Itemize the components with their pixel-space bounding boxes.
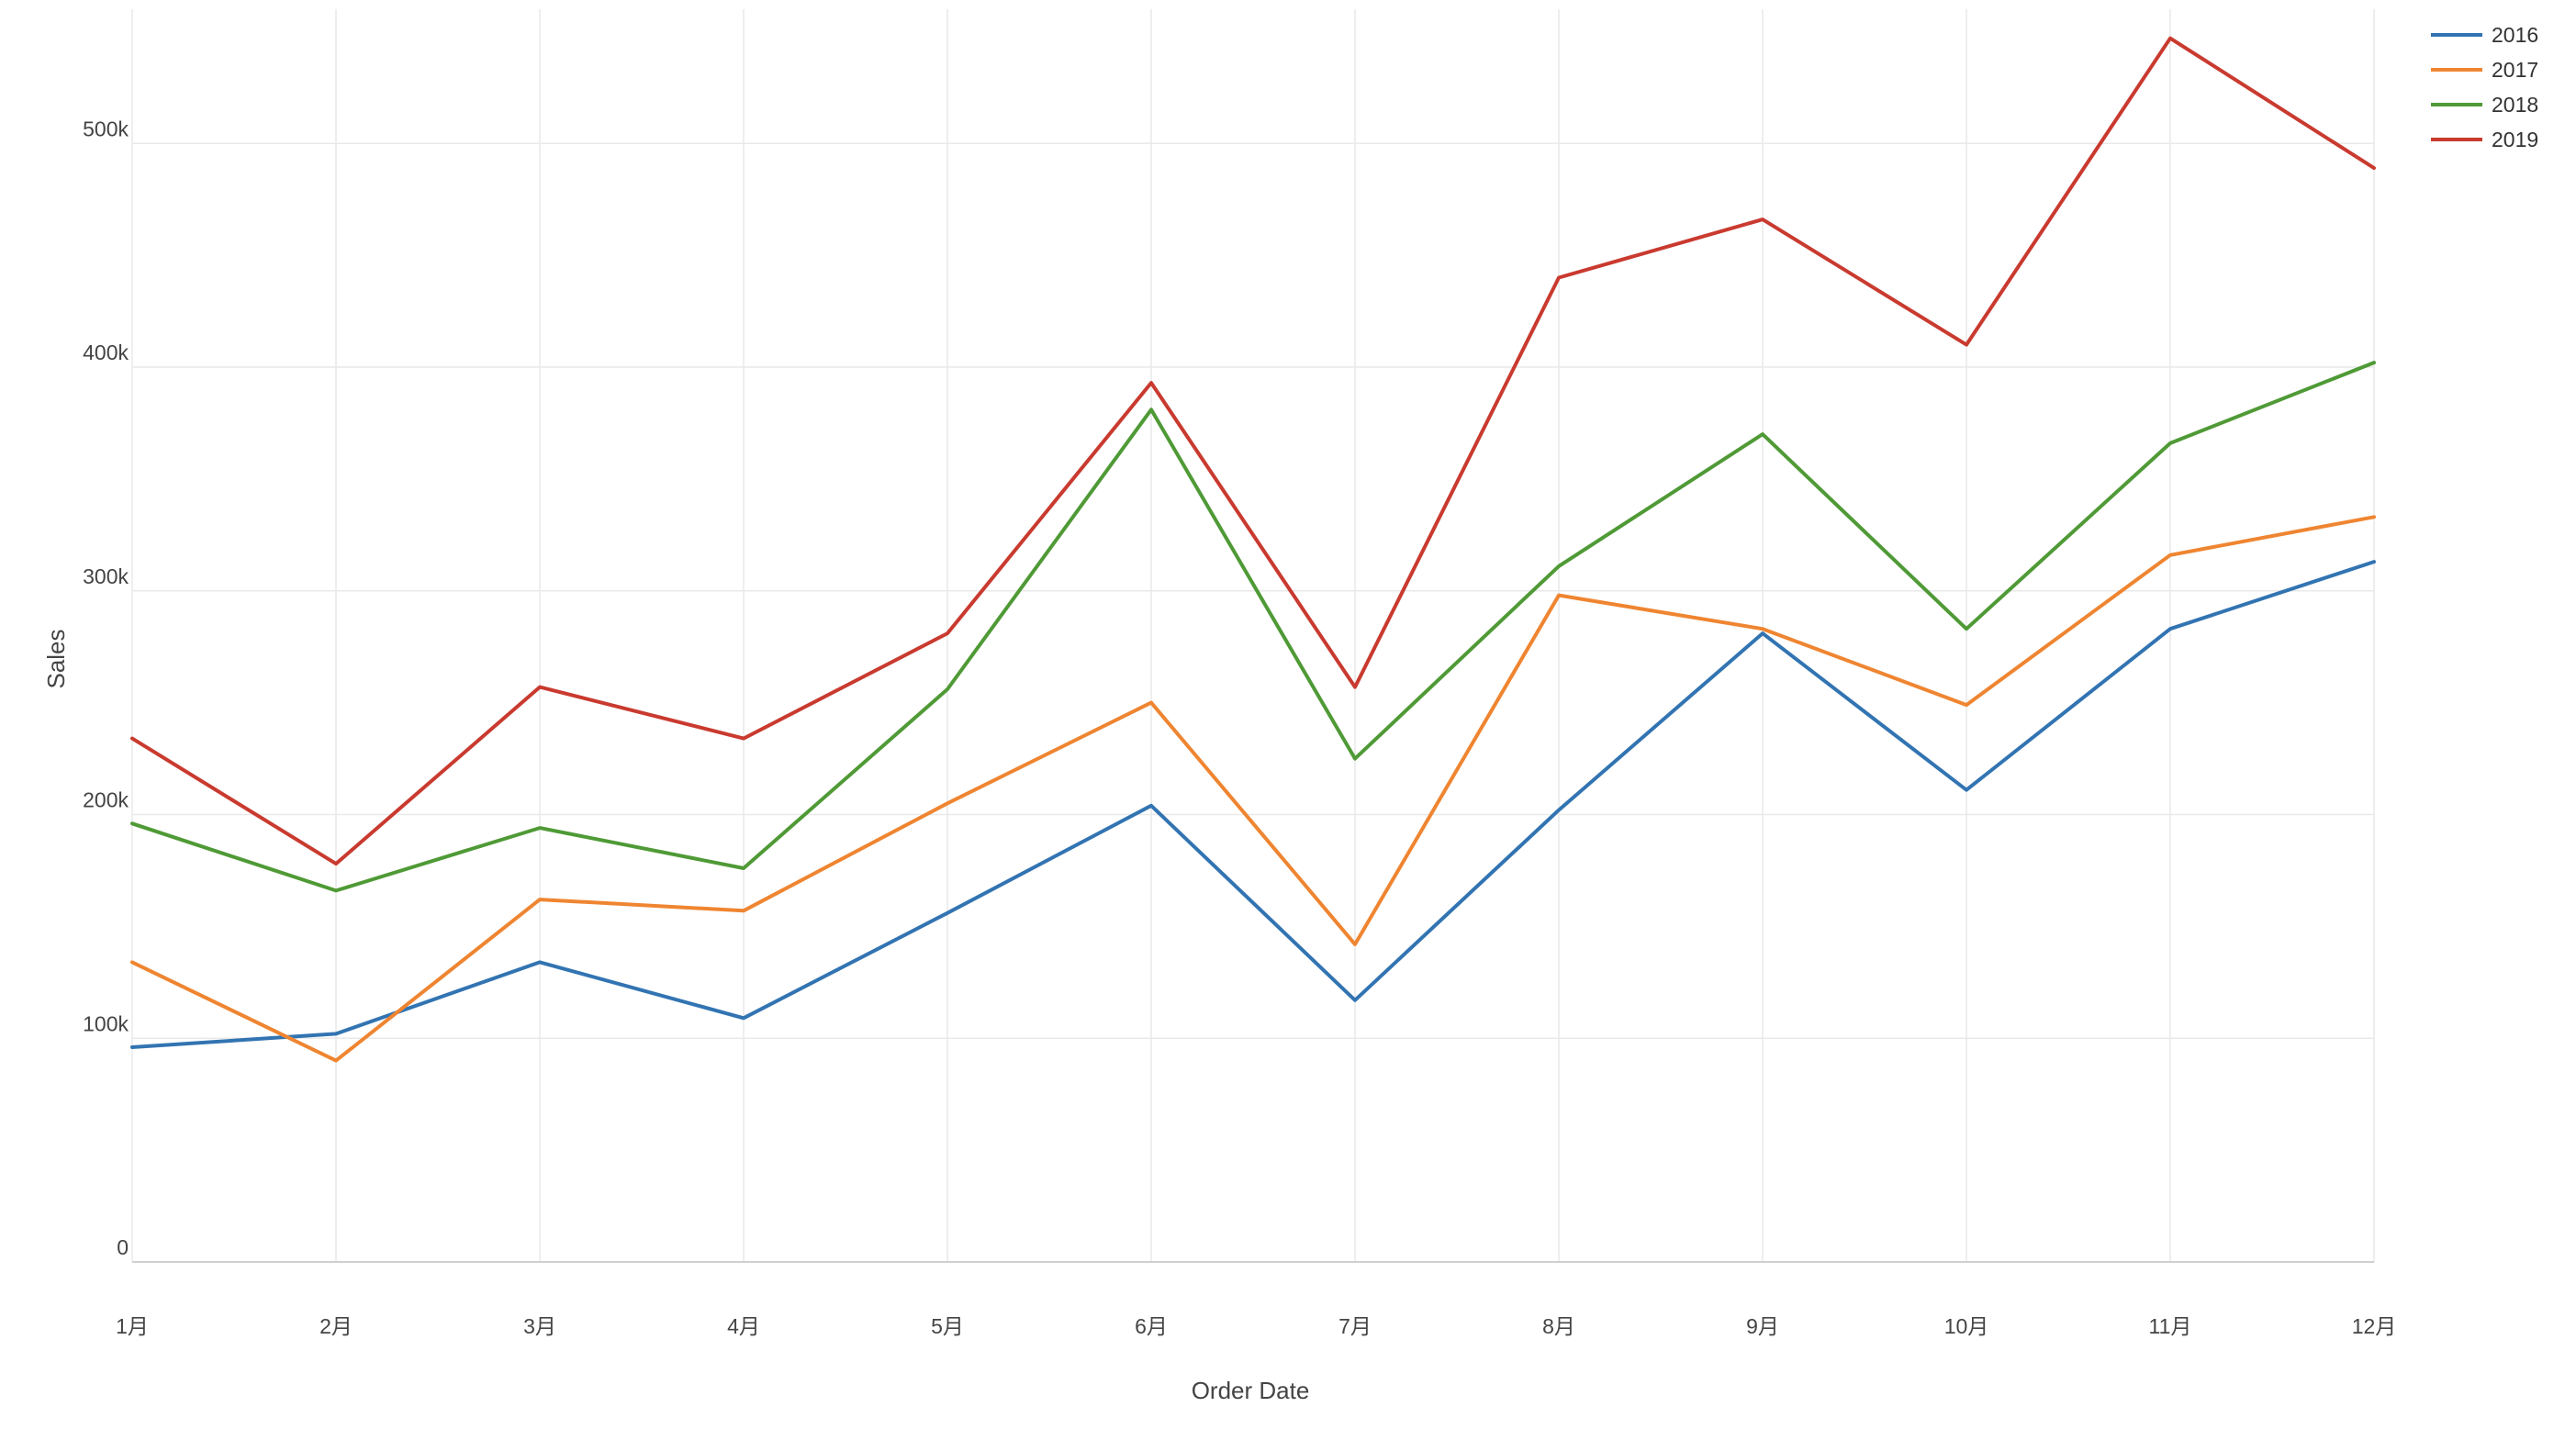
x-tick-label: 2月 — [319, 1314, 353, 1338]
y-tick-label: 0 — [117, 1235, 129, 1259]
y-axis-title: Sales — [42, 629, 70, 688]
x-tick-label: 9月 — [1746, 1314, 1779, 1338]
y-tick-label: 300k — [83, 564, 129, 588]
y-tick-label: 100k — [83, 1011, 129, 1035]
legend-label-2019: 2019 — [2492, 128, 2538, 151]
x-tick-label: 10月 — [1944, 1314, 1989, 1338]
x-axis-title: Order Date — [1192, 1377, 1310, 1404]
x-tick-label: 6月 — [1135, 1314, 1168, 1338]
legend-label-2018: 2018 — [2492, 93, 2538, 117]
y-tick-label: 400k — [83, 341, 129, 364]
grid-layer — [131, 9, 2375, 1262]
legend-label-2016: 2016 — [2492, 23, 2538, 47]
series-layer — [130, 36, 2376, 1063]
x-tick-label: 1月 — [116, 1314, 149, 1338]
x-tick-label: 3月 — [523, 1314, 556, 1338]
series-line-2017 — [130, 515, 2376, 1063]
legend: 2016 2017 2018 2019 — [2431, 23, 2538, 151]
series-line-2016 — [130, 560, 2376, 1049]
x-tick-label: 11月 — [2149, 1314, 2192, 1338]
x-tick-label: 8月 — [1542, 1314, 1575, 1338]
series-line-2018 — [130, 361, 2376, 893]
y-tick-label: 500k — [83, 117, 129, 140]
x-tick-label: 5月 — [931, 1314, 964, 1338]
legend-label-2017: 2017 — [2492, 58, 2538, 82]
tick-label-layer: 0 100k 200k 300k 400k 500k 1月 2月 3月 4月 5月 6月 7月 8月 9月 1… — [83, 117, 2396, 1338]
y-tick-label: 200k — [83, 788, 129, 812]
x-tick-label: 12月 — [2352, 1314, 2397, 1338]
series-line-2019 — [130, 36, 2376, 866]
x-tick-label: 4月 — [727, 1314, 760, 1338]
x-tick-label: 7月 — [1338, 1314, 1372, 1338]
